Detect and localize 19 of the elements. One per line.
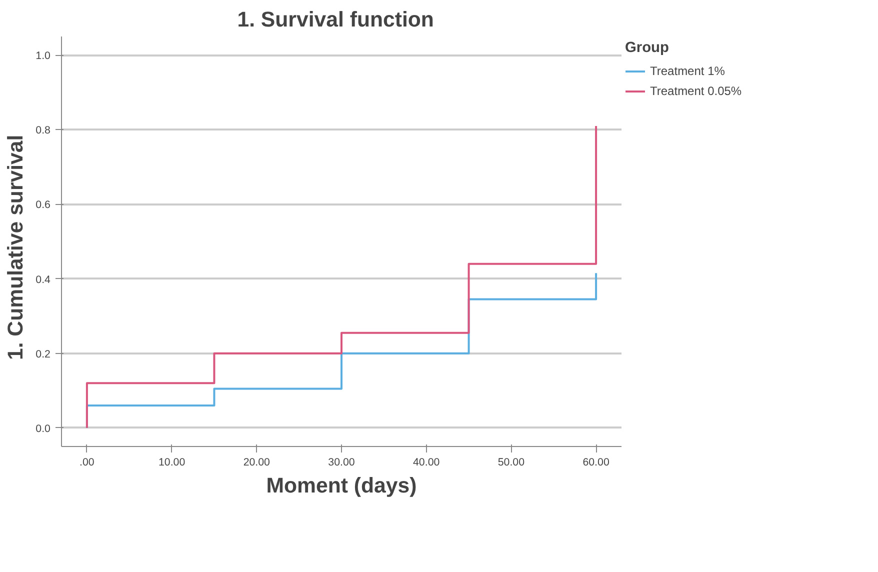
y-tick-label: 1.0 <box>36 50 51 62</box>
y-tick-label: 0.4 <box>36 274 51 286</box>
x-tick-label: 30.00 <box>328 456 355 468</box>
x-tick-label: 20.00 <box>243 456 270 468</box>
y-tick-label: 0.2 <box>36 348 51 360</box>
chart-title: 1. Survival function <box>237 8 434 32</box>
x-tick-label: .00 <box>80 456 94 468</box>
x-tick-label: 50.00 <box>498 456 525 468</box>
legend-label: Treatment 1% <box>650 64 725 78</box>
y-tick-label: 0.8 <box>36 124 51 137</box>
y-tick-label: 0.0 <box>36 422 51 435</box>
x-tick-label: 40.00 <box>413 456 440 468</box>
y-tick-label: 0.6 <box>36 199 51 212</box>
x-axis-title: Moment (days) <box>266 474 417 498</box>
x-tick-label: 60.00 <box>582 456 610 468</box>
x-tick-label: 10.00 <box>158 456 186 468</box>
legend-label: Treatment 0.05% <box>650 84 742 98</box>
legend-title: Group <box>625 40 670 56</box>
y-axis-title: 1. Cumulative survival <box>4 134 28 360</box>
